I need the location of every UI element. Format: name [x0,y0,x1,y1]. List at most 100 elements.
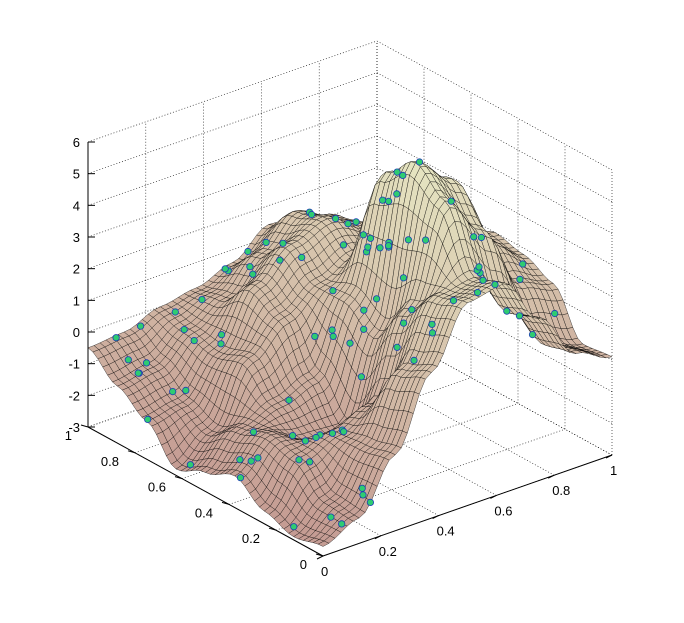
data-point [290,523,298,531]
x-tick-label: 0.4 [437,524,455,539]
data-point [298,253,306,261]
data-point [384,242,393,250]
data-point [384,197,393,205]
data-point [236,474,245,482]
data-point [358,484,366,492]
x-tick-mark [432,515,439,520]
data-point [221,265,229,273]
data-point [359,231,367,239]
data-point [528,330,537,339]
data-point [246,263,254,271]
z-tick-label: 4 [73,198,80,213]
surface-patch [317,540,330,547]
data-point [327,513,335,521]
data-point [276,256,284,264]
x-tick-label: 0.2 [379,544,397,559]
data-point [285,396,293,404]
data-point [301,437,309,445]
data-point [357,373,365,381]
data-point [376,244,384,252]
data-point [477,233,485,242]
data-point [244,247,252,256]
y-tick-label: 0.6 [148,480,166,495]
data-point [428,329,437,337]
y-tick-label: 1 [65,428,72,443]
data-point [182,386,190,394]
data-point [360,306,368,314]
data-point [408,306,416,314]
data-point [328,326,336,334]
x-tick-mark [547,474,555,479]
y-tick-label: 0.2 [242,531,260,546]
data-point [217,340,225,348]
data-point [515,312,524,320]
z-tick-label: 6 [73,135,80,150]
y-tick-mark [80,424,89,428]
data-point [328,429,337,437]
data-point [236,456,244,464]
data-point [306,458,314,466]
data-point [479,276,487,284]
y-tick-mark [127,450,136,454]
data-point [338,520,346,528]
data-point [340,428,348,436]
data-point [551,309,559,318]
back-wall-grid-line [87,167,378,269]
x-tick-mark [374,535,382,540]
data-point [171,308,179,316]
x-tick-mark [605,454,613,459]
data-point [366,498,374,506]
data-point [124,356,132,364]
data-point [428,320,436,328]
axes-box [80,141,613,560]
data-point [399,319,408,327]
y-tick-mark [221,501,230,505]
data-point [393,190,401,198]
data-point [112,334,120,342]
data-point [449,296,458,305]
data-point [399,274,408,282]
data-point [169,387,177,396]
x-tick-label: 0.8 [552,483,570,498]
data-point [254,454,262,462]
data-point [331,215,340,223]
data-point [312,433,320,442]
y-axis-line [87,426,324,557]
y-tick-label: 0.4 [195,505,213,520]
data-point [352,218,360,226]
data-point [344,220,352,228]
data-point [218,331,226,339]
z-tick-label: -2 [68,388,80,403]
z-tick-label: 3 [73,230,80,245]
back-wall-grid-line [87,135,378,238]
data-point [142,359,151,367]
data-point [364,243,372,251]
data-point [249,270,257,278]
data-point [190,336,198,345]
data-point [366,234,375,242]
y-tick-mark [268,527,277,531]
tick-labels: 00.20.40.60.8100.20.40.60.81-3-2-1012345… [65,135,617,579]
z-tick-label: -3 [68,420,80,435]
data-point [262,238,270,246]
data-point [186,461,194,469]
data-point [279,239,287,247]
data-point [249,428,258,436]
data-point [470,233,478,241]
data-point [339,241,348,249]
data-point [346,339,354,347]
x-tick-mark [490,494,497,499]
data-point [393,343,401,351]
back-wall-grid-line [87,72,378,174]
surface-mesh [87,161,613,547]
z-tick-label: 1 [73,293,80,308]
data-point [410,356,418,364]
data-point [491,280,499,289]
data-point [180,325,188,334]
back-wall-grid-line [87,40,378,143]
z-tick-label: 2 [73,262,80,277]
x-axis-line [322,454,613,557]
z-tick-label: -1 [68,357,80,372]
data-point [393,168,401,176]
